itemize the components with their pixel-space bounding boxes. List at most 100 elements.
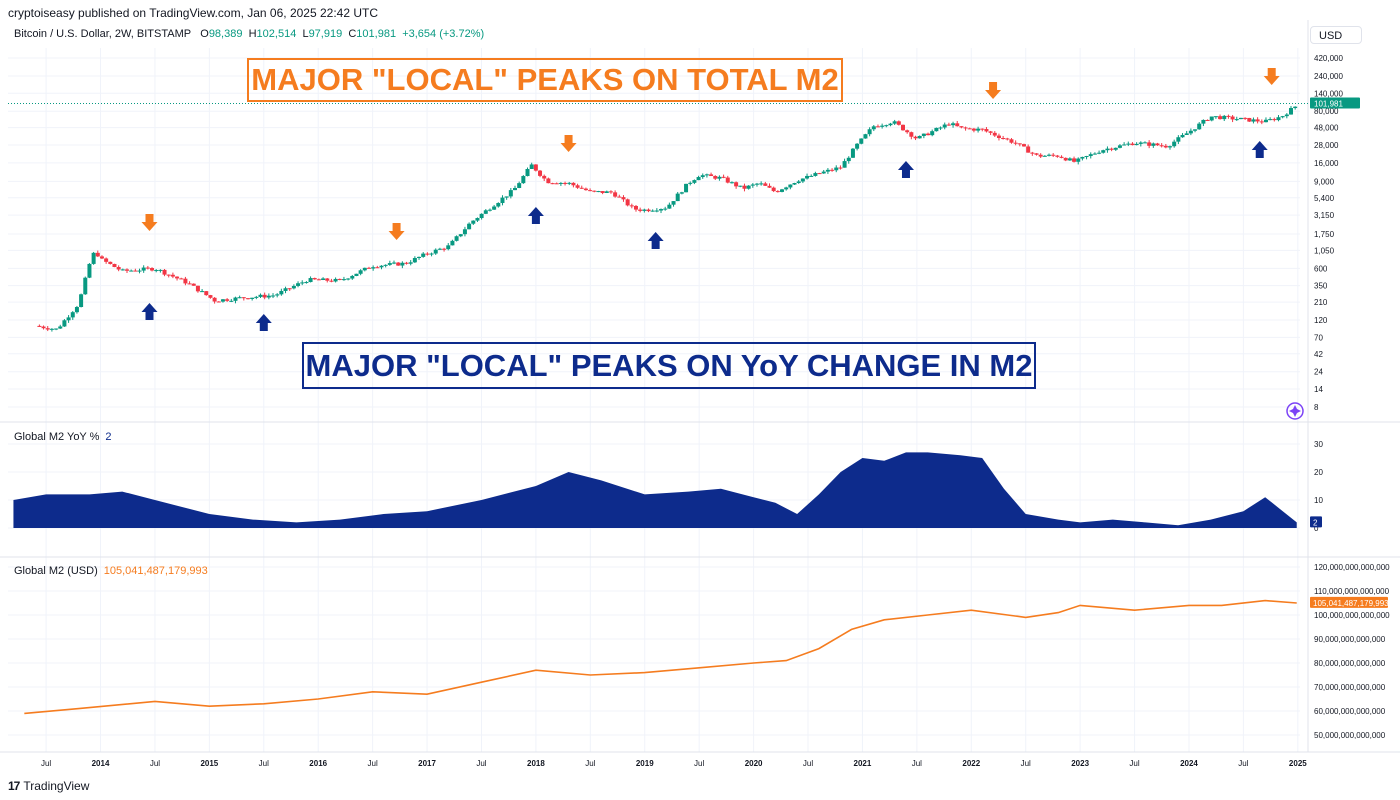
candle-body: [1017, 143, 1022, 145]
m2-y-tick-label: 110,000,000,000,000: [1314, 587, 1390, 596]
candle-body: [1147, 142, 1152, 146]
candle-body: [366, 267, 371, 269]
candle-body: [1151, 143, 1156, 146]
currency-selector[interactable]: USD: [1310, 26, 1362, 44]
candle-body: [1092, 153, 1097, 155]
candle-body: [191, 283, 196, 286]
yoy-y-tick-label: 0: [1314, 524, 1319, 533]
candle-body: [775, 191, 780, 193]
m2-usd-line: [24, 599, 1297, 715]
m2-y-tick-label: 90,000,000,000,000: [1314, 635, 1386, 644]
candle-body: [888, 123, 893, 126]
candle-body: [538, 170, 543, 176]
candle-body: [1117, 145, 1122, 148]
candle-body: [1059, 156, 1064, 158]
candle-body: [279, 290, 284, 295]
candle-body: [805, 175, 810, 179]
candle-body: [759, 183, 764, 185]
x-axis-tick-label: 2014: [92, 759, 110, 768]
candle-body: [83, 277, 88, 295]
x-axis-tick-label: 2019: [636, 759, 654, 768]
candle-body: [1013, 142, 1018, 144]
candle-body: [742, 185, 747, 189]
candle-body: [1034, 153, 1039, 155]
candle-body: [1030, 152, 1035, 154]
candle-body: [1209, 116, 1214, 121]
candle-body: [1288, 108, 1293, 115]
btc-y-tick-label: 140,000: [1314, 89, 1343, 98]
blue-up-arrow-icon: [897, 161, 914, 178]
candle-body: [1184, 133, 1189, 135]
yoy-y-tick-label: 10: [1314, 496, 1323, 505]
candle-body: [942, 124, 947, 128]
candle-body: [1063, 157, 1068, 161]
candle-body: [450, 240, 455, 246]
candle-body: [863, 134, 868, 139]
candle-body: [70, 312, 75, 318]
x-axis-tick-label: 2022: [962, 759, 980, 768]
candle-body: [604, 191, 609, 193]
candle-body: [1084, 156, 1089, 158]
x-axis-tick-label: 2017: [418, 759, 436, 768]
high-label: H: [248, 28, 257, 40]
candle-body: [141, 267, 146, 271]
yoy-y-tick-label: 20: [1314, 468, 1323, 477]
orange-down-arrow-icon: [985, 82, 1002, 99]
candle-body: [508, 190, 513, 197]
x-axis-tick-label: 2021: [854, 759, 872, 768]
candle-body: [471, 220, 476, 224]
candle-body: [917, 135, 922, 139]
candle-body: [1055, 155, 1060, 157]
candle-body: [938, 127, 943, 129]
close-value: 101,981: [356, 28, 397, 40]
candle-body: [158, 269, 163, 271]
candle-body: [784, 187, 789, 190]
candle-body: [542, 175, 547, 179]
tradingview-logo[interactable]: 17 TradingView: [8, 779, 89, 793]
candle-body: [692, 180, 697, 183]
candle-body: [358, 270, 363, 274]
close-label: C: [348, 28, 357, 40]
candle-body: [792, 182, 797, 185]
candle-body: [934, 127, 939, 132]
candle-body: [567, 182, 572, 184]
candle-body: [187, 283, 192, 285]
candle-body: [617, 196, 622, 198]
candle-body: [955, 123, 960, 127]
candle-body: [241, 297, 246, 299]
candle-body: [654, 210, 659, 212]
candle-body: [283, 288, 288, 291]
x-axis-tick-label: 2018: [527, 759, 545, 768]
blue-up-arrow-icon: [647, 232, 664, 249]
m2-yoy-last-badge: [1310, 516, 1322, 528]
candle-body: [667, 204, 672, 209]
btc-y-tick-label: 80,000: [1314, 107, 1339, 116]
candle-body: [1155, 143, 1160, 146]
candle-body: [921, 133, 926, 136]
candle-body: [521, 176, 526, 184]
candle-body: [1243, 117, 1248, 119]
btc-y-tick-label: 3,150: [1314, 211, 1335, 220]
candle-body: [329, 280, 334, 282]
candle-body: [896, 121, 901, 125]
candle-body: [946, 124, 951, 126]
candle-body: [846, 157, 851, 162]
candle-body: [291, 285, 296, 289]
candle-body: [913, 136, 918, 139]
candle-body: [170, 274, 175, 277]
x-axis-tick-label: Jul: [803, 759, 813, 768]
btc-y-tick-label: 600: [1314, 264, 1328, 273]
candle-body: [1213, 116, 1218, 118]
candle-body: [512, 187, 517, 191]
candle-body: [1180, 134, 1185, 138]
x-axis-tick-label: Jul: [585, 759, 595, 768]
candle-body: [1076, 158, 1081, 162]
candle-body: [704, 174, 709, 176]
candle-body: [1176, 137, 1181, 142]
candle-body: [175, 276, 180, 279]
btc-y-tick-label: 420,000: [1314, 54, 1343, 63]
m2-usd-name: Global M2 (USD): [14, 565, 98, 577]
candle-body: [592, 190, 597, 192]
candle-body: [417, 256, 422, 258]
